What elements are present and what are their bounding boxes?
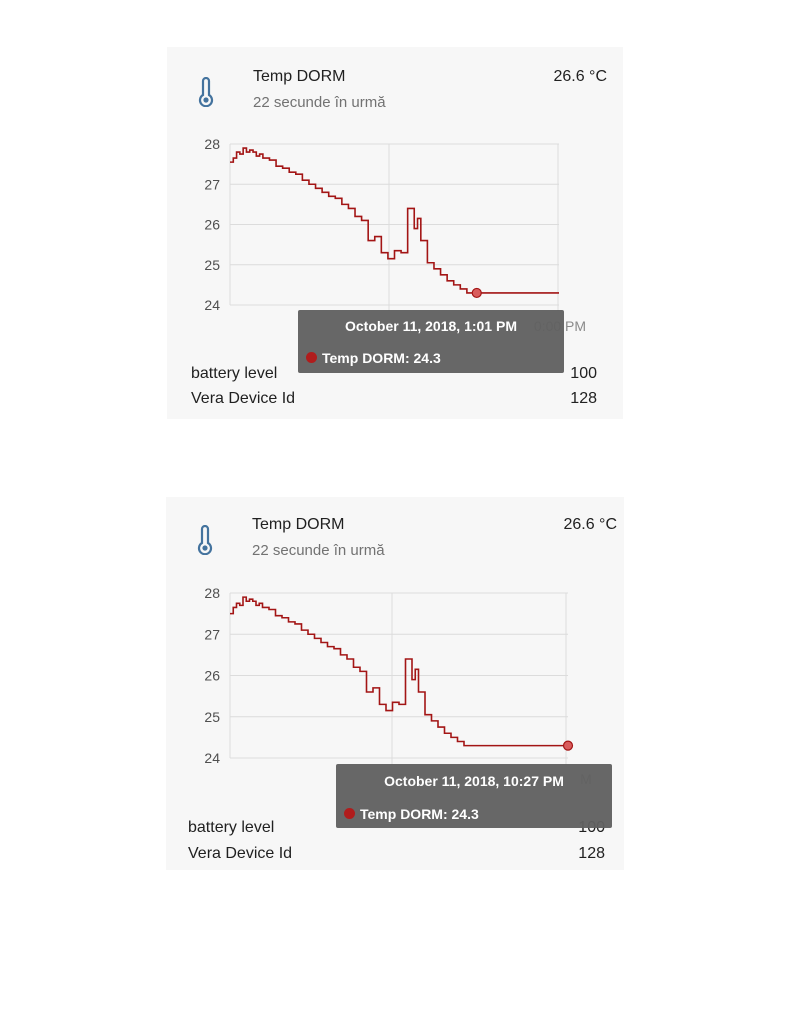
attribute-name: Vera Device Id (188, 845, 293, 862)
last-changed: 22 secunde în urmă (253, 94, 386, 111)
thermometer-icon (198, 77, 214, 107)
y-tick-label: 24 (204, 750, 220, 766)
tooltip-date: October 11, 2018, 1:01 PM (345, 318, 517, 334)
tooltip-series-value: Temp DORM: 24.3 (360, 806, 479, 822)
entity-state: 26.6 °C (563, 516, 617, 533)
series-line (230, 147, 559, 294)
attribute-row: Vera Device Id 128 (191, 390, 597, 408)
history-chart[interactable]: 2425262728M (166, 497, 624, 870)
y-tick-label: 26 (204, 217, 220, 233)
y-tick-label: 28 (204, 585, 220, 601)
series-color-dot (306, 352, 317, 363)
y-tick-label: 25 (204, 709, 220, 725)
attribute-name: battery level (191, 365, 278, 382)
series-line (230, 596, 568, 747)
sensor-card: Temp DORM 22 secunde în urmă 26.6 °C 24 2… (167, 47, 623, 419)
tooltip-series-value: Temp DORM: 24.3 (322, 350, 441, 366)
attribute-name: Vera Device Id (191, 390, 296, 407)
thermometer-icon (197, 525, 213, 555)
y-tick-label: 24 (204, 297, 220, 313)
attribute-row: battery level 100 (191, 365, 597, 383)
sensor-card: Temp DORM 22 secunde în urmă 26.6 °C 24 2… (166, 497, 624, 870)
y-tick-label: 27 (204, 176, 220, 192)
tooltip-date: October 11, 2018, 10:27 PM (384, 773, 564, 789)
attribute-value: 128 (570, 390, 597, 407)
entity-title: Temp DORM (253, 68, 346, 85)
attribute-value: 128 (578, 845, 605, 862)
y-tick-label: 28 (204, 136, 220, 152)
last-changed: 22 secunde în urmă (252, 542, 385, 559)
chart-tooltip: October 11, 2018, 10:27 PM Temp DORM: 24… (336, 764, 612, 828)
entity-title: Temp DORM (252, 516, 345, 533)
entity-state: 26.6 °C (553, 68, 607, 85)
y-tick-label: 27 (204, 626, 220, 642)
attribute-name: battery level (188, 819, 275, 836)
series-color-dot (344, 808, 355, 819)
chart-tooltip: October 11, 2018, 1:01 PM Temp DORM: 24.… (298, 310, 564, 373)
y-tick-label: 25 (204, 257, 220, 273)
y-tick-label: 26 (204, 668, 220, 684)
highlighted-point (471, 287, 482, 299)
attribute-row: Vera Device Id 128 (188, 845, 605, 863)
highlighted-point (562, 740, 574, 751)
attribute-value: 100 (570, 365, 597, 382)
